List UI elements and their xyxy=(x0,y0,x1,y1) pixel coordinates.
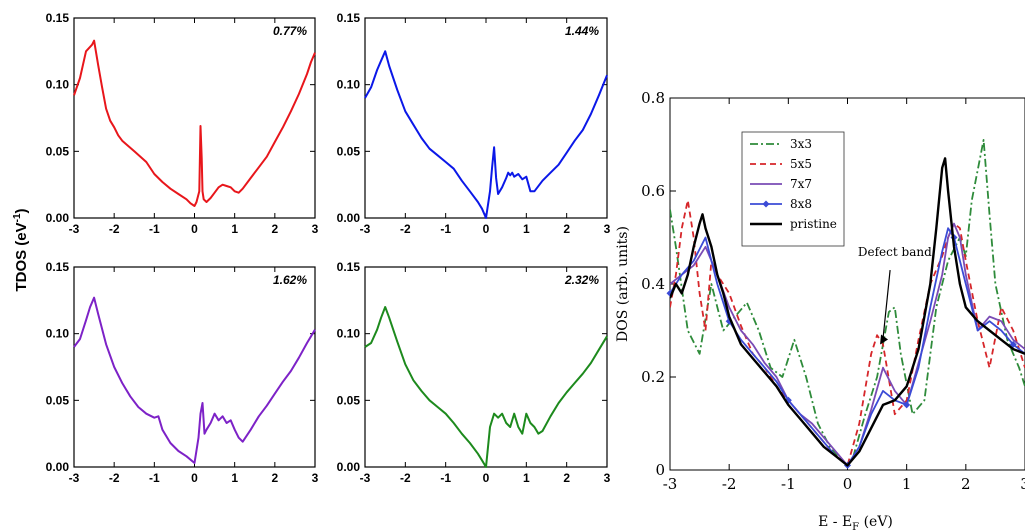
x-tick-label: 2 xyxy=(563,222,570,236)
y-tick-label: 0.6 xyxy=(641,182,665,200)
y-tick-label: 0.15 xyxy=(337,260,361,274)
legend-label-pristine: pristine xyxy=(790,217,837,231)
y-tick-label: 0.10 xyxy=(337,327,361,341)
x-tick-label: 3 xyxy=(604,222,611,236)
x-tick-label: 1 xyxy=(231,471,238,485)
x-tick-label: 2 xyxy=(563,471,570,485)
panel-frame xyxy=(73,266,316,468)
x-label-subscript: F xyxy=(852,522,859,532)
x-tick-label: 0 xyxy=(483,471,490,485)
y-tick-label: 0.05 xyxy=(46,393,70,407)
x-tick-label: 2 xyxy=(961,475,971,493)
concentration-label: 2.32% xyxy=(564,273,599,287)
annotation-arrow-head xyxy=(880,334,889,345)
x-tick-label: -3 xyxy=(69,471,80,485)
defect-band-annotation: Defect band xyxy=(858,245,932,259)
tdos-curve xyxy=(364,50,608,219)
series-marker-8x8 xyxy=(903,401,911,409)
x-tick-label: 3 xyxy=(1020,475,1025,493)
y-tick-label: 0.15 xyxy=(337,11,361,25)
y-tick-label: 0.15 xyxy=(46,11,70,25)
x-tick-label: -1 xyxy=(781,475,796,493)
concentration-label: 1.44% xyxy=(565,24,599,38)
legend-label-5x5: 5x5 xyxy=(790,157,812,171)
x-tick-label: -2 xyxy=(400,222,411,236)
x-tick-label: -1 xyxy=(440,471,451,485)
legend-box xyxy=(741,131,845,247)
x-tick-label: 0 xyxy=(843,475,853,493)
y-tick-label: 0.05 xyxy=(46,144,70,158)
x-tick-label: 0 xyxy=(483,222,490,236)
tdos-curve xyxy=(364,306,608,468)
panel-frame xyxy=(364,266,608,468)
y-tick-label: 0.00 xyxy=(337,211,361,225)
tdos-panel-2: -3 -2 -1 0 1 2 3 0.00 0.05 0.10 0.15 1.44% xyxy=(337,11,611,236)
annotation-arrow-shaft xyxy=(882,269,891,339)
y-tick-label: 0.05 xyxy=(337,144,361,158)
tdos-y-axis-label: TDOS (eV-1) xyxy=(12,208,30,291)
series-line-5x5 xyxy=(670,199,1025,467)
series-line-8x8 xyxy=(670,227,1025,467)
x-tick-label: 0 xyxy=(191,471,198,485)
x-tick-label: 3 xyxy=(604,471,611,485)
dos-x-axis-label: E - EF (eV) xyxy=(818,514,893,532)
series-line-pristine xyxy=(670,157,1025,467)
x-tick-label: 2 xyxy=(271,222,278,236)
x-tick-label: 1 xyxy=(231,222,238,236)
dos-y-axis-label: DOS (arb. units) xyxy=(615,226,631,342)
x-tick-label: -1 xyxy=(149,222,160,236)
y-tick-label: 0.8 xyxy=(641,89,665,107)
series-line-7x7 xyxy=(670,222,1025,467)
tdos-panel-1: -3 -2 -1 0 1 2 3 0.00 0.05 0.10 0.15 0.77% xyxy=(46,11,319,236)
x-tick-label: 1 xyxy=(523,471,530,485)
y-tick-label: 0.00 xyxy=(337,460,361,474)
panel-frame xyxy=(364,17,608,219)
y-tick-label: 0.05 xyxy=(337,393,361,407)
x-tick-label: -3 xyxy=(360,222,371,236)
x-tick-label: -2 xyxy=(400,471,411,485)
x-tick-label: -1 xyxy=(440,222,451,236)
x-tick-label: 0 xyxy=(191,222,198,236)
y-tick-label: 0.10 xyxy=(46,78,70,92)
x-tick-label: -3 xyxy=(663,475,678,493)
tdos-curve xyxy=(73,296,316,464)
concentration-label: 1.62% xyxy=(273,273,307,287)
x-tick-label: 2 xyxy=(271,471,278,485)
legend-label-7x7: 7x7 xyxy=(790,177,812,191)
chart-layer: -3 -2 -1 0 1 2 3 0.00 0.05 0.10 0.15 0.77% -3 -2 -1 0 1 2… xyxy=(46,11,1025,532)
y-tick-label: 0.10 xyxy=(46,327,70,341)
concentration-label: 0.77% xyxy=(273,24,307,38)
x-tick-label: 1 xyxy=(902,475,912,493)
y-tick-label: 0.4 xyxy=(641,275,665,293)
x-tick-label: 3 xyxy=(312,471,319,485)
tdos-curve xyxy=(73,39,316,207)
y-tick-label: 0 xyxy=(655,461,665,479)
x-tick-label: 3 xyxy=(312,222,319,236)
x-tick-label: -2 xyxy=(109,471,120,485)
tdos-panel-4: -3 -2 -1 0 1 2 3 0.00 0.05 0.10 0.15 2.32% xyxy=(337,260,611,485)
panel-frame xyxy=(669,97,1025,471)
legend-label-8x8: 8x8 xyxy=(790,197,812,211)
y-tick-label: 0.15 xyxy=(46,260,70,274)
x-tick-label: -2 xyxy=(722,475,737,493)
dos-comparison-panel: -3 -2 -1 0 1 2 3 0 0.2 0.4 0.6 0.8 3x3 5x5 7x7 8x8 prist… xyxy=(615,89,1025,532)
y-tick-label: 0.00 xyxy=(46,460,70,474)
y-tick-label: 0.2 xyxy=(641,368,665,386)
x-label-main: E - E xyxy=(818,514,852,530)
legend-label-3x3: 3x3 xyxy=(790,137,812,151)
x-tick-label: -3 xyxy=(360,471,371,485)
y-tick-label: 0.10 xyxy=(337,78,361,92)
x-tick-label: 1 xyxy=(523,222,530,236)
x-tick-label: -1 xyxy=(149,471,160,485)
x-tick-label: -3 xyxy=(69,222,80,236)
y-tick-label: 0.00 xyxy=(46,211,70,225)
x-tick-label: -2 xyxy=(109,222,120,236)
series-line-3x3 xyxy=(670,139,1025,467)
x-label-unit: (eV) xyxy=(859,514,893,530)
tdos-panel-3: -3 -2 -1 0 1 2 3 0.00 0.05 0.10 0.15 1.62% xyxy=(46,260,319,485)
legend-marker-8x8 xyxy=(762,200,770,208)
